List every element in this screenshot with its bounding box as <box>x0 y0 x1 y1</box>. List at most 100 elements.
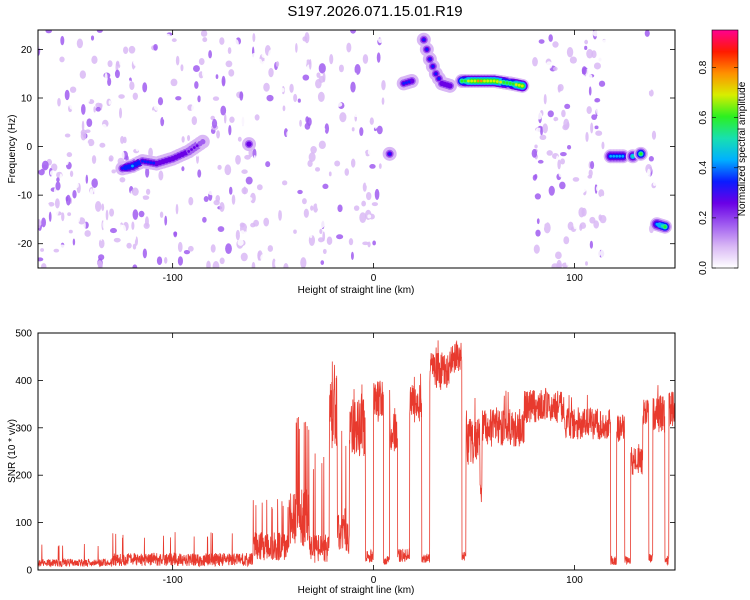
noise-blob <box>588 86 592 96</box>
noise-blob <box>314 167 321 172</box>
noise-blob <box>197 169 202 178</box>
noise-blob <box>362 54 369 64</box>
noise-blob <box>168 245 175 253</box>
noise-blob <box>651 130 657 140</box>
noise-blob <box>119 177 126 183</box>
band-contour <box>443 82 446 86</box>
noise-blob <box>579 182 587 193</box>
noise-blob <box>246 196 253 202</box>
noise-blob <box>95 200 102 212</box>
noise-blob <box>136 171 140 180</box>
noise-blob <box>89 188 94 198</box>
band-contour <box>489 79 493 83</box>
noise-blob <box>350 158 356 168</box>
x-tick-label: -100 <box>163 575 183 586</box>
y-tick-label: 100 <box>15 518 32 529</box>
noise-blob <box>118 94 125 99</box>
noise-blob <box>320 260 325 265</box>
noise-blob <box>313 34 318 41</box>
noise-blob <box>128 251 134 263</box>
noise-blob <box>319 136 322 142</box>
noise-blob <box>548 34 553 42</box>
noise-blob <box>350 251 354 261</box>
noise-blob <box>537 99 542 108</box>
noise-blob <box>602 39 607 44</box>
noise-blob <box>251 165 258 171</box>
noise-blob <box>201 43 206 53</box>
noise-blob <box>536 150 543 157</box>
noise-blob <box>579 222 587 229</box>
noise-blob <box>64 133 71 138</box>
noise-blob <box>163 33 171 39</box>
noise-blob <box>183 250 191 255</box>
noise-blob <box>599 215 607 224</box>
band-contour <box>425 48 429 51</box>
noise-blob <box>182 240 188 251</box>
noise-blob <box>128 114 134 120</box>
noise-blob <box>160 116 165 127</box>
noise-blob <box>96 247 101 253</box>
noise-blob <box>41 263 47 268</box>
noise-blob <box>215 216 221 226</box>
noise-blob <box>344 168 350 176</box>
noise-blob <box>96 30 103 33</box>
noise-blob <box>60 35 65 46</box>
noise-blob <box>318 63 326 74</box>
band-contour <box>655 222 659 226</box>
band-contour <box>437 77 441 80</box>
noise-blob <box>648 257 652 267</box>
noise-blob <box>164 215 168 226</box>
noise-blob <box>575 108 579 116</box>
noise-blob <box>117 219 121 229</box>
noise-blob <box>581 207 587 217</box>
noise-blob <box>158 170 164 181</box>
noise-blob <box>244 231 247 237</box>
noise-blob <box>556 259 562 268</box>
band-contour <box>495 80 499 83</box>
noise-blob <box>584 39 589 45</box>
noise-blob <box>82 141 89 149</box>
noise-blob <box>83 93 91 104</box>
noise-blob <box>308 152 316 162</box>
y-tick-label: 20 <box>21 45 33 56</box>
noise-blob <box>69 101 77 110</box>
noise-blob <box>555 235 562 246</box>
noise-blob <box>212 96 220 101</box>
noise-blob <box>179 44 187 49</box>
noise-blob <box>70 38 77 48</box>
noise-blob <box>122 196 127 203</box>
noise-blob <box>38 168 45 176</box>
noise-blob <box>213 110 219 119</box>
noise-blob <box>213 199 220 206</box>
noise-blob <box>50 181 55 186</box>
noise-blob <box>211 118 218 129</box>
noise-blob <box>45 30 52 34</box>
x-tick-label: 0 <box>371 575 377 586</box>
noise-blob <box>103 99 107 109</box>
noise-blob <box>376 52 381 63</box>
noise-blob <box>210 115 215 121</box>
noise-blob <box>574 86 578 94</box>
noise-blob <box>319 228 323 235</box>
band-contour <box>190 148 193 151</box>
noise-blob <box>239 91 244 101</box>
spectral-band <box>633 146 648 161</box>
noise-blob <box>253 219 259 227</box>
noise-blob <box>131 221 135 230</box>
noise-blob <box>532 57 538 67</box>
noise-blob <box>538 39 545 44</box>
noise-blob <box>104 72 108 83</box>
band-contour <box>407 80 411 84</box>
snr-series-line <box>38 340 675 568</box>
noise-blob <box>534 166 542 175</box>
noise-blob <box>74 115 80 124</box>
noise-blob <box>177 241 183 253</box>
noise-blob <box>545 61 553 69</box>
noise-blob <box>109 208 115 217</box>
noise-blob <box>235 154 241 165</box>
noise-blob <box>275 61 280 67</box>
noise-blob <box>322 183 329 189</box>
noise-blob <box>76 38 84 49</box>
noise-blob <box>301 56 307 68</box>
